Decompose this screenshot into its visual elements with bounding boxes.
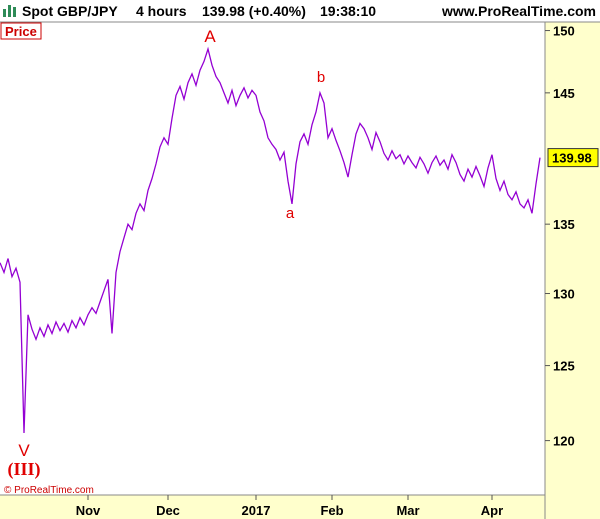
last-value-box [547, 148, 599, 168]
y-tick-label: 125 [553, 359, 575, 374]
x-tick-label: Nov [76, 503, 101, 518]
copyright: © ProRealTime.com [4, 485, 94, 496]
annotation: a [286, 205, 295, 222]
x-tick-label: Dec [156, 503, 180, 518]
price-line [0, 46, 541, 434]
panel-label: Price [5, 24, 37, 39]
quote: 139.98 (+0.40%) [202, 3, 306, 19]
logo [3, 5, 16, 17]
timeframe: 4 hours [136, 3, 187, 19]
annotation: b [317, 69, 325, 86]
x-tick-label: Apr [481, 503, 503, 518]
annotation: (III) [7, 459, 40, 480]
panel-label-box [0, 22, 42, 40]
x-tick-label: Feb [320, 503, 343, 518]
annotation: V [18, 441, 30, 460]
y-tick-label: 145 [553, 86, 575, 101]
x-axis-area [0, 495, 545, 519]
instrument: Spot GBP/JPY [22, 3, 118, 19]
y-tick-label: 130 [553, 287, 575, 302]
site: www.ProRealTime.com [441, 3, 596, 19]
y-tick-label: 120 [553, 434, 575, 449]
x-tick-label: 2017 [242, 503, 271, 518]
last-value-label: 139.98 [552, 151, 592, 166]
y-tick-label: 150 [553, 24, 575, 39]
y-axis-area [545, 22, 600, 519]
x-tick-label: Mar [396, 503, 419, 518]
y-tick-label: 135 [553, 217, 575, 232]
annotation: A [204, 27, 216, 46]
time: 19:38:10 [320, 3, 376, 19]
